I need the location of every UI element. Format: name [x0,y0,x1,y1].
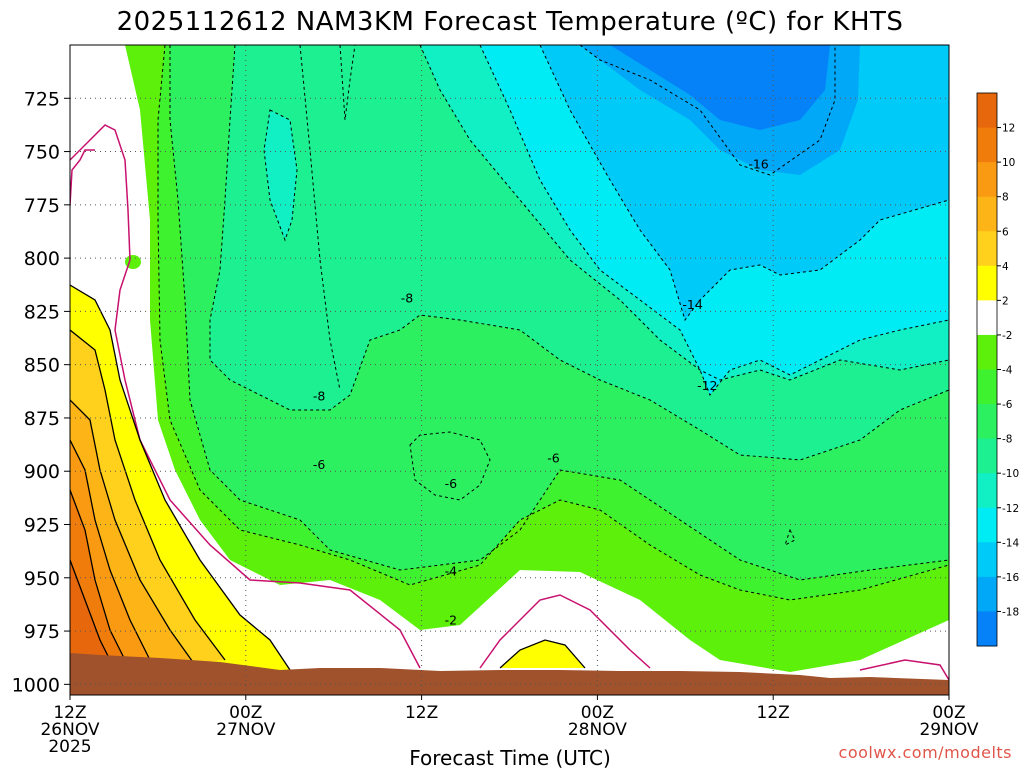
colorbar-tick-label: -8 [1002,434,1012,446]
green-blob-left [125,255,141,269]
y-tick-label: 875 [24,408,60,430]
colorbar-swatch [977,438,997,474]
positive-contours [70,284,586,671]
y-axis: 725 750 775 800 825 850 875 900 925 950 975 1000 [12,88,70,696]
y-tick-label: 725 [24,88,60,110]
plot-area [70,45,949,695]
contour-label: -16 [748,156,768,171]
colorbar-swatch [977,507,997,543]
colorbar-swatch [977,369,997,405]
y-tick-label: 825 [24,301,60,323]
colorbar-swatch [977,231,997,267]
x-tick-label: 26NOV [40,720,99,740]
terrain [70,653,949,695]
y-tick-label: 950 [24,568,60,590]
colorbar-swatch [977,334,997,370]
contour-label: -14 [682,297,702,312]
plot-frame [69,44,950,696]
y-tick-label: 1000 [12,674,60,696]
colorbar-swatch [977,265,997,301]
y-tick-label: 800 [24,248,60,270]
y-tick-label: 925 [24,515,60,537]
contour-label: -12 [697,378,717,393]
y-tick-label: 900 [24,461,60,483]
y-tick-label: 775 [24,195,60,217]
colorbar-swatch [977,162,997,198]
y-tick-label: 975 [24,621,60,643]
colorbar-swatch [977,611,997,647]
contour-label: -8 [401,291,414,306]
x-axis-title: Forecast Time (UTC) [409,746,611,768]
x-tick-label: 12Z [757,703,790,723]
credit-text: coolwx.com/modelts [839,743,1012,762]
x-tick-label: 00Z [932,703,965,723]
x-tick-label: 12Z [53,703,86,723]
colorbar-tick-label: -2 [1002,330,1012,342]
colorbar-tick-label: -4 [1002,365,1013,377]
x-tick-label: 12Z [405,703,438,723]
x-tick-label: 29NOV [919,720,978,740]
colorbar-swatch [977,300,997,336]
colorbar-tick-label: -6 [1002,399,1013,411]
x-tick-label: 00Z [229,703,262,723]
colorbar-tick-label: 6 [1002,226,1009,238]
colorbar-swatch [977,127,997,163]
band-plus12 [70,560,110,662]
colorbar-swatch [977,576,997,612]
colorbar-tick-label: 4 [1002,261,1009,273]
colorbar-swatch [977,404,997,440]
colorbar-tick-label: -14 [1002,537,1019,549]
colorbar-tick-label: -18 [1002,606,1019,618]
x-tick-label: 2025 [48,737,91,757]
contour-label: -6 [445,476,458,491]
x-tick-label: 00Z [581,703,614,723]
band-below-minus18 [610,45,830,130]
contour-label: -8 [313,389,326,404]
colorbar-tick-label: -10 [1002,468,1019,480]
contour-labels: -16 -14 -12 -8 -8 -6 -6 -6 -4 -2 [313,156,769,627]
colorbar-swatch [977,542,997,578]
chart-title: 2025112612 NAM3KM Forecast Temperature (… [117,7,904,37]
cold-pocket-27nov [264,110,297,240]
colorbar-swatch [977,93,997,129]
contour-label: -4 [445,563,458,578]
island-minus6-minus8 [410,432,490,500]
x-tick-label: 27NOV [216,720,275,740]
y-tick-label: 750 [24,142,60,164]
zero-contour [70,124,949,681]
grid [70,45,949,695]
colorbar-swatch [977,473,997,509]
y-tick-label: 850 [24,355,60,377]
yellow-blob-28nov [500,640,585,668]
band-minus6-minus4-left [70,45,949,695]
colorbar-tick-label: -16 [1002,572,1019,584]
colorbar-tick-label: 10 [1002,157,1015,169]
colorbar: 12 10 8 6 4 2 -2 -4 -6 -8 -10 -12 -14 -16 -18 [976,92,1019,647]
x-tick-label: 28NOV [568,720,627,740]
colorbar-tick-label: 2 [1002,295,1009,307]
colorbar-tick-label: 8 [1002,192,1009,204]
colorbar-tick-label: -12 [1002,503,1019,515]
contour-label: -6 [547,450,560,465]
contour-label: -6 [313,457,326,472]
colorbar-tick-label: 12 [1002,123,1015,135]
contour-label: -2 [445,612,457,627]
colorbar-swatch [977,196,997,232]
